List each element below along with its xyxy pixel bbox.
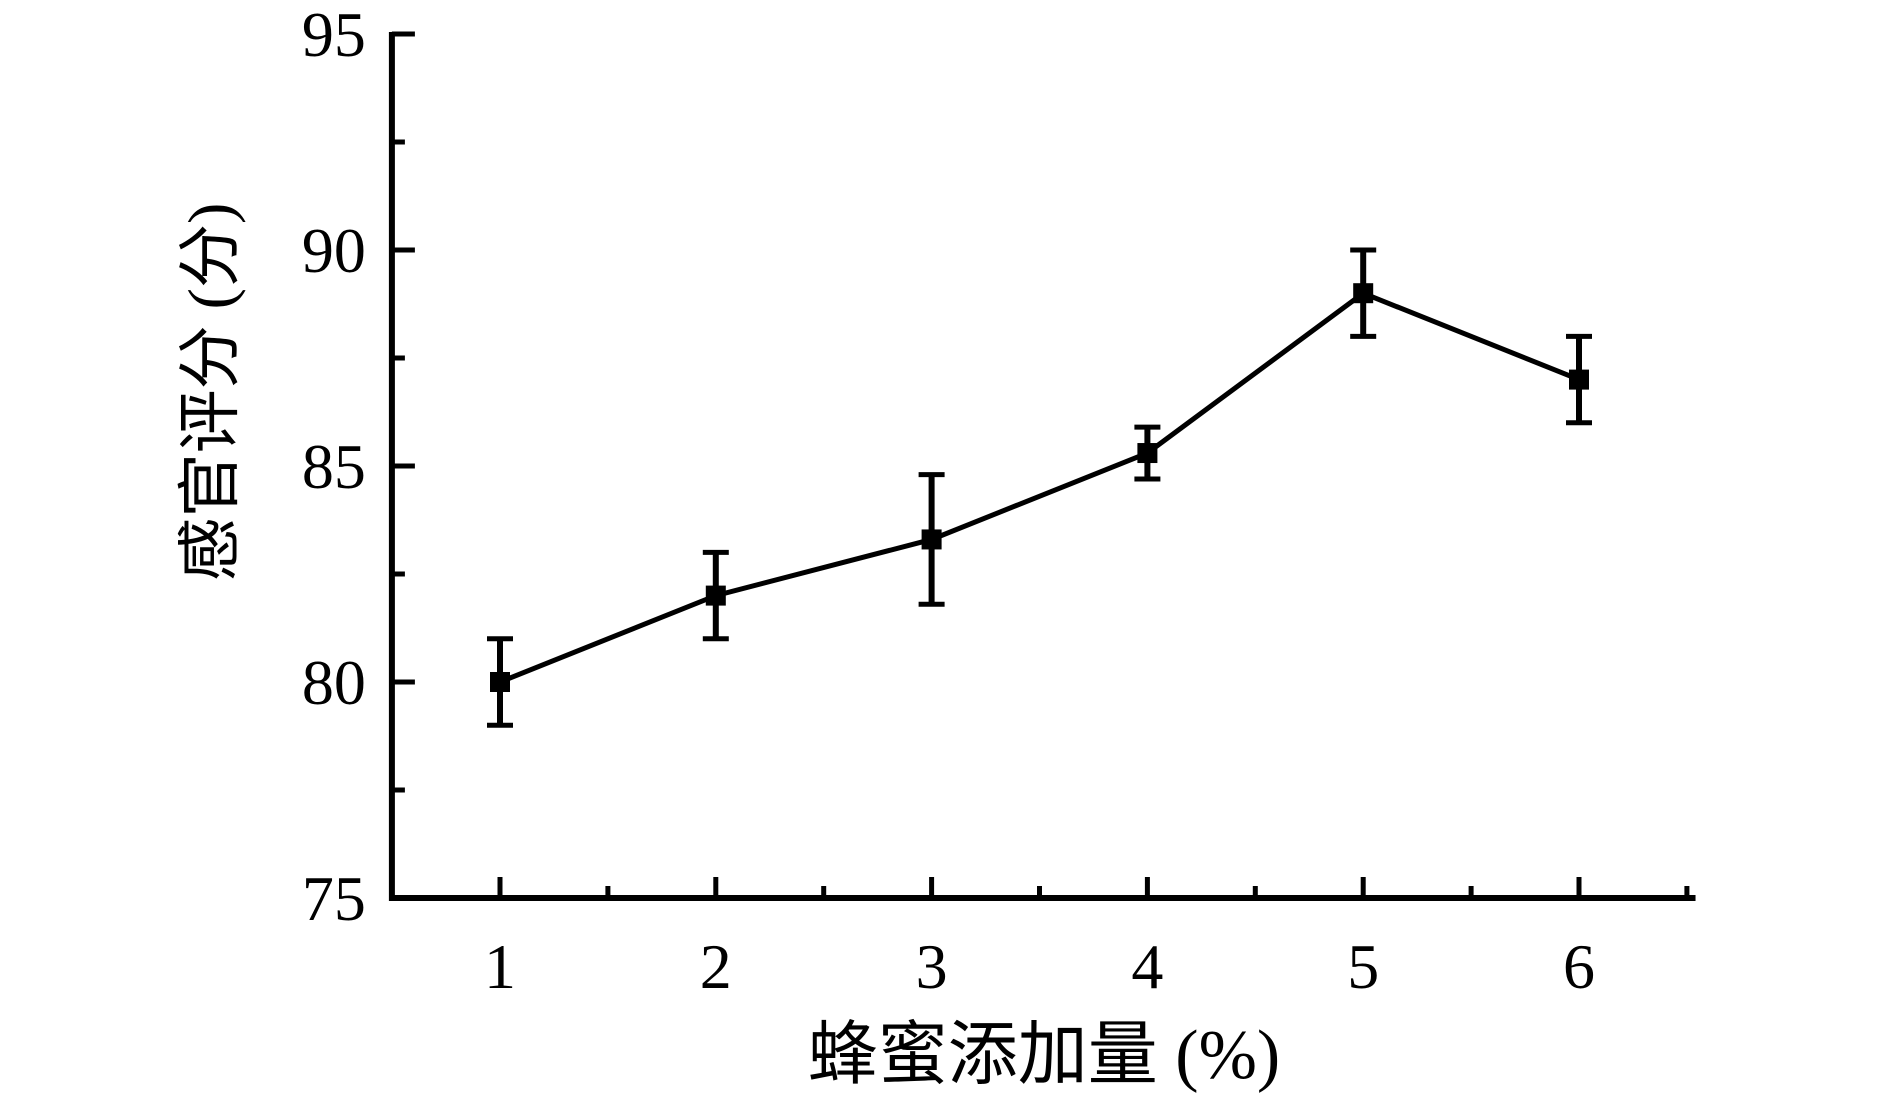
x-axis-tick-label: 6: [1563, 931, 1595, 1002]
data-point-marker: [705, 585, 726, 606]
y-axis-title: 感官评分 (分): [175, 203, 246, 582]
axis-frame: [388, 32, 1696, 901]
y-axis-tick-label: 85: [302, 431, 366, 502]
y-axis-tick-label: 80: [302, 647, 366, 718]
x-axis-tick-label: 5: [1347, 931, 1379, 1002]
data-point-marker: [921, 529, 942, 550]
y-axis-tick-label: 90: [302, 215, 366, 286]
data-point-marker: [1353, 283, 1374, 304]
x-axis-tick-label: 3: [916, 931, 948, 1002]
y-axis-tick-label: 95: [302, 0, 366, 70]
x-axis-tick-label: 1: [484, 931, 516, 1002]
x-axis-tick-label: 2: [700, 931, 732, 1002]
x-axis-tick-label: 4: [1131, 931, 1163, 1002]
y-axis-tick-label: 75: [302, 863, 366, 934]
data-point-marker: [1137, 443, 1158, 464]
x-axis-title: 蜂蜜添加量 (%): [808, 1017, 1280, 1094]
chart-plot-area: 75 80 85 90 95 1 2 3 4 5 6: [302, 0, 1696, 1002]
series-line: [499, 290, 1580, 685]
data-point-marker: [1569, 369, 1589, 390]
data-point-marker: [490, 672, 510, 692]
